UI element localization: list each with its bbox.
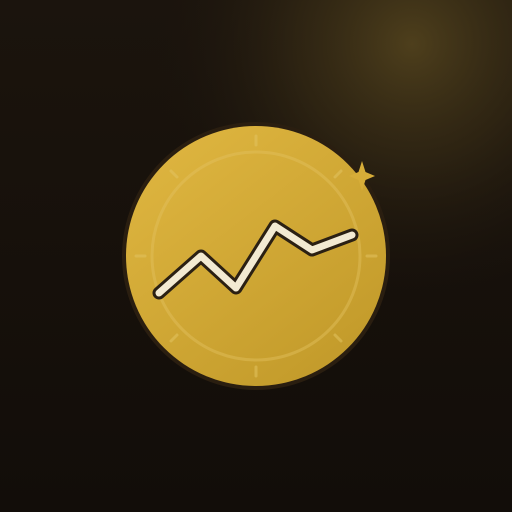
coin-inner-ring xyxy=(150,150,362,362)
sparkle-icon xyxy=(349,161,375,191)
tick-mark-bottom-right xyxy=(333,333,343,343)
tick-mark-top-right xyxy=(333,169,343,179)
tick-mark-bottom-left xyxy=(169,333,179,343)
trend-line-icon xyxy=(155,222,356,297)
coin-tick-marks xyxy=(134,134,378,378)
tick-mark-top-left xyxy=(169,169,179,179)
